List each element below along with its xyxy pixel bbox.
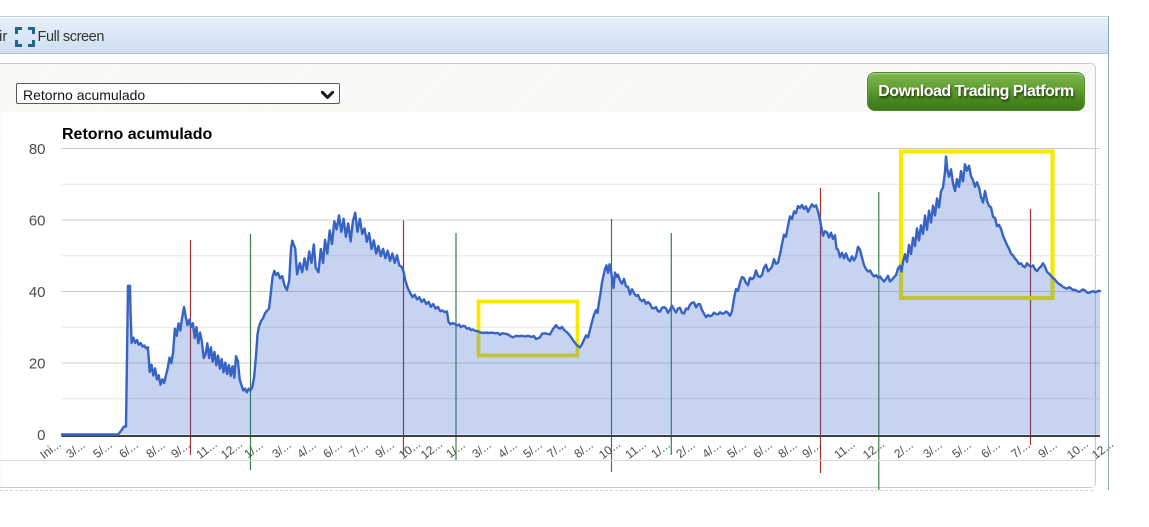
svg-text:60: 60 — [29, 213, 46, 230]
svg-text:3/...: 3/... — [920, 438, 944, 461]
svg-text:12...: 12... — [418, 437, 445, 462]
svg-text:6/...: 6/... — [750, 438, 774, 461]
svg-text:Retorno acumulado: Retorno acumulado — [62, 126, 212, 143]
svg-text:20: 20 — [29, 356, 46, 373]
svg-text:1/...: 1/... — [648, 438, 672, 461]
svg-text:9/...: 9/... — [372, 438, 396, 461]
svg-text:3/...: 3/... — [269, 438, 293, 461]
svg-text:5/...: 5/... — [949, 438, 973, 461]
svg-text:11...: 11... — [193, 437, 219, 462]
svg-text:6/...: 6/... — [116, 438, 140, 461]
svg-text:11...: 11... — [831, 437, 857, 462]
svg-text:10...: 10... — [596, 437, 623, 462]
svg-text:7/...: 7/... — [544, 438, 568, 461]
svg-text:9/...: 9/... — [1035, 438, 1059, 461]
svg-text:9/...: 9/... — [168, 438, 192, 461]
svg-text:2/...: 2/... — [891, 438, 915, 461]
svg-text:8/...: 8/... — [775, 438, 799, 461]
svg-text:7/...: 7/... — [1008, 438, 1032, 461]
svg-text:5/...: 5/... — [90, 438, 114, 461]
svg-text:5/...: 5/... — [520, 438, 544, 461]
svg-text:11...: 11... — [622, 437, 648, 462]
svg-text:6/...: 6/... — [978, 438, 1002, 461]
svg-text:3/...: 3/... — [63, 438, 87, 461]
svg-text:5/...: 5/... — [724, 438, 748, 461]
svg-text:1/...: 1/... — [443, 438, 467, 461]
svg-text:80: 80 — [29, 141, 46, 158]
svg-text:7/...: 7/... — [346, 438, 370, 461]
svg-text:4/...: 4/... — [495, 438, 519, 461]
svg-text:2/...: 2/... — [673, 438, 697, 461]
svg-text:4/...: 4/... — [699, 438, 723, 461]
svg-text:8/...: 8/... — [143, 438, 167, 461]
svg-text:10...: 10... — [1064, 437, 1091, 462]
svg-text:0: 0 — [37, 427, 45, 444]
svg-text:12...: 12... — [1089, 437, 1116, 462]
svg-text:12...: 12... — [860, 437, 887, 462]
svg-text:6/...: 6/... — [320, 438, 344, 461]
svg-text:1/...: 1/... — [241, 438, 265, 461]
svg-text:4/...: 4/... — [294, 438, 318, 461]
svg-text:40: 40 — [29, 284, 46, 301]
svg-text:3/...: 3/... — [469, 438, 493, 461]
svg-text:8/...: 8/... — [571, 438, 595, 461]
